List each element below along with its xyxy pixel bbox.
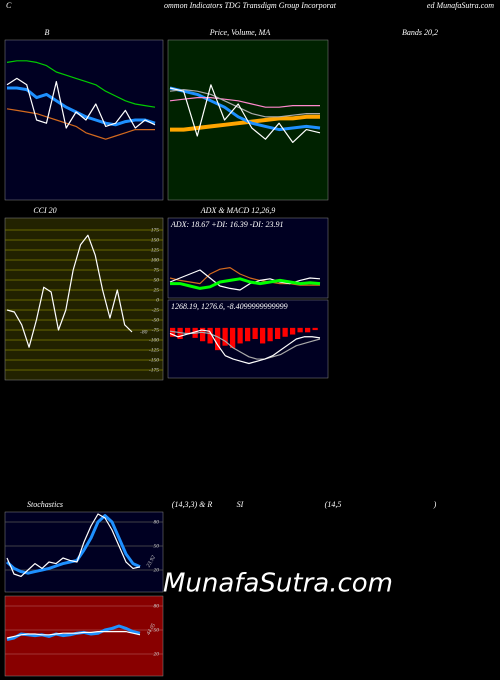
series-line — [169, 88, 320, 118]
y-tick-label: 50 — [154, 277, 160, 283]
stoch-title: (14,5 — [325, 500, 342, 509]
series-line — [169, 330, 321, 360]
histogram-bar — [312, 327, 318, 331]
panel-text: 1268.19, 1276.6, -8.4099999999999 — [171, 302, 288, 311]
histogram-bar — [200, 327, 206, 342]
series-line — [169, 267, 320, 286]
y-tick-label: 50 — [154, 543, 160, 549]
series-line — [169, 96, 320, 108]
series-line — [6, 630, 141, 639]
y-tick-label: -50 — [152, 317, 160, 323]
panel-title: CCI 20 — [33, 206, 56, 215]
series-line — [6, 624, 141, 642]
y-tick-label: 0 — [156, 297, 159, 303]
histogram-bar — [237, 327, 243, 344]
y-tick-label: 20 — [154, 651, 160, 657]
y-tick-label: 100 — [151, 257, 160, 263]
value-label: -80 — [140, 329, 148, 335]
header-extra: Bands 20,2 — [402, 28, 438, 37]
histogram-bar — [282, 327, 288, 337]
histogram-bar — [230, 327, 236, 348]
panel-title: B — [45, 28, 50, 37]
series-line — [7, 86, 156, 127]
series-line — [169, 329, 321, 365]
y-tick-label: 80 — [154, 603, 160, 609]
histogram-bar — [207, 327, 213, 344]
histogram-bar — [177, 327, 183, 339]
histogram-bar — [260, 327, 266, 344]
y-tick-label: 150 — [151, 237, 160, 243]
stoch-title: (14,3,3) & R — [172, 500, 213, 509]
header-center: ommon Indicators TDG Transdigm Group Inc… — [164, 1, 337, 10]
panel-title: ADX & MACD 12,26,9 — [200, 206, 275, 215]
histogram-bar — [245, 327, 251, 342]
series-line — [6, 60, 156, 108]
value-label: 23.92 — [146, 555, 158, 569]
y-tick-label: -75 — [152, 327, 160, 333]
histogram-bar — [297, 327, 303, 333]
series-line — [6, 234, 133, 348]
stoch-title: ) — [433, 500, 437, 509]
series-line — [169, 86, 321, 132]
y-tick-label: 50 — [154, 627, 160, 633]
y-tick-label: 80 — [154, 519, 160, 525]
panel — [4, 217, 164, 381]
y-tick-label: -100 — [149, 337, 159, 343]
y-tick-label: 25 — [154, 287, 160, 293]
panel-text: ADX: 18.67 +DI: 16.39 -DI: 23.91 — [170, 220, 284, 229]
panel-title: Stochastics — [27, 500, 63, 509]
series-line — [6, 77, 156, 129]
series-line — [169, 84, 321, 143]
histogram-bar — [215, 327, 221, 351]
histogram-bar — [267, 327, 273, 342]
y-tick-label: -125 — [149, 347, 159, 353]
y-tick-label: 20 — [154, 567, 160, 573]
histogram-bar — [275, 327, 281, 339]
histogram-bar — [185, 327, 191, 335]
watermark: MunafaSutra.com — [163, 569, 393, 599]
histogram-bar — [222, 327, 228, 346]
stoch-title: SI — [237, 500, 244, 509]
histogram-bar — [290, 327, 296, 335]
histogram-bar — [305, 327, 311, 333]
panel-title: Price, Volume, MA — [209, 28, 271, 37]
y-tick-label: 75 — [154, 267, 160, 273]
y-tick-label: 125 — [151, 247, 160, 253]
histogram-bar — [252, 327, 258, 339]
y-tick-label: -25 — [152, 307, 160, 313]
header-right: ed MunafaSutra.com — [427, 1, 494, 10]
series-line — [6, 513, 141, 578]
series-line — [170, 277, 321, 290]
y-tick-label: -175 — [149, 367, 159, 373]
y-tick-label: 175 — [151, 227, 160, 233]
header-left: C — [6, 1, 12, 10]
histogram-bar — [170, 327, 176, 337]
series-line — [6, 108, 155, 140]
y-tick-label: -150 — [149, 357, 159, 363]
